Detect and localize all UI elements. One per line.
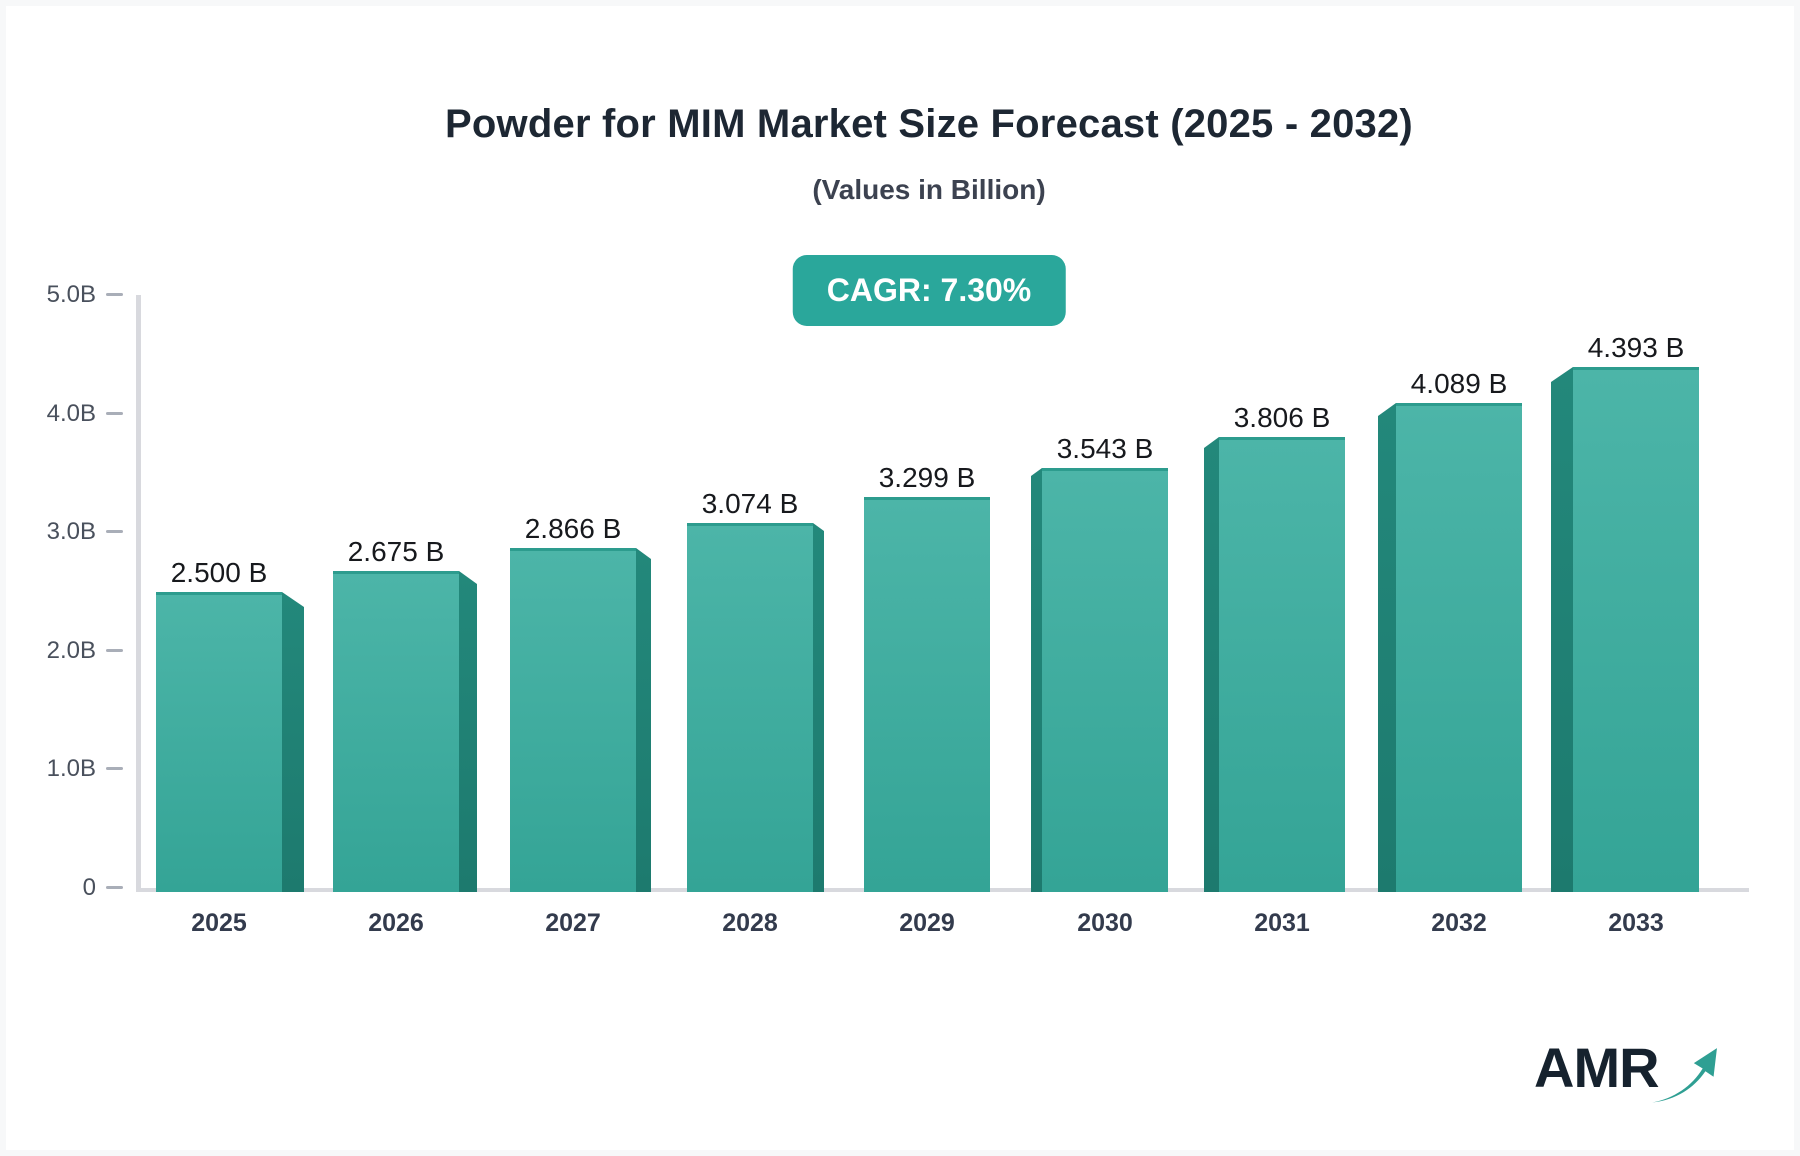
x-axis-category-label: 2033 <box>1608 909 1664 937</box>
y-axis-tick-label: 0 <box>82 874 96 901</box>
bar-3d-side-face <box>636 548 651 892</box>
bar-3d-side-face <box>282 592 304 892</box>
bar <box>1573 367 1699 892</box>
y-axis-tick-mark <box>106 411 123 415</box>
y-axis-tick-label: 2.0B <box>46 636 96 664</box>
bar-value-label: 4.089 B <box>1410 368 1508 399</box>
y-axis-tick-mark <box>106 530 123 534</box>
x-axis-category-label: 2029 <box>899 909 955 937</box>
y-axis-tick-mark <box>106 293 123 296</box>
bar <box>1219 437 1345 892</box>
x-axis-category-label: 2026 <box>368 909 424 937</box>
bar <box>1042 468 1168 892</box>
bar <box>333 571 459 892</box>
bar-value-label: 3.543 B <box>1056 433 1154 464</box>
amr-logo-growth-arrow-icon <box>1651 1048 1717 1103</box>
y-axis-tick-label: 4.0B <box>46 399 96 427</box>
cagr-badge: CAGR: 7.30% <box>792 255 1066 326</box>
bar <box>510 548 636 892</box>
y-axis-line <box>136 295 141 892</box>
chart-title: Powder for MIM Market Size Forecast (202… <box>445 102 1413 146</box>
chart-subtitle: (Values in Billion) <box>812 174 1046 205</box>
y-axis-tick-mark <box>106 886 123 889</box>
bar-value-label: 3.299 B <box>878 462 976 493</box>
bar <box>1396 403 1522 892</box>
bar-value-label: 2.866 B <box>524 513 622 544</box>
x-axis-category-label: 2031 <box>1254 909 1310 937</box>
x-axis-category-label: 2025 <box>191 909 247 937</box>
bar <box>864 497 990 892</box>
x-axis-category-label: 2032 <box>1431 909 1487 937</box>
bar-value-label: 4.393 B <box>1587 332 1685 363</box>
bar-value-label: 2.675 B <box>347 536 445 567</box>
bar-value-label: 3.074 B <box>701 488 799 519</box>
amr-logo: AMR <box>1534 1038 1719 1104</box>
y-axis-tick-mark <box>106 648 123 652</box>
bar-value-label: 3.806 B <box>1233 402 1331 433</box>
bar-value-label: 2.500 B <box>170 557 268 588</box>
x-axis-category-label: 2027 <box>545 909 601 937</box>
bar <box>156 592 282 892</box>
bar-3d-side-face <box>813 523 824 892</box>
amr-logo-text: AMR <box>1534 1036 1660 1099</box>
bar-3d-side-face <box>459 571 477 892</box>
cagr-badge-label: CAGR: 7.30% <box>826 272 1032 308</box>
y-axis-tick-label: 5.0B <box>46 281 96 308</box>
x-axis-category-label: 2028 <box>722 909 778 937</box>
bar <box>687 523 813 892</box>
bar-3d-side-face <box>1378 403 1396 892</box>
y-axis-tick-label: 3.0B <box>46 518 96 546</box>
x-axis-category-label: 2030 <box>1077 909 1133 937</box>
bar-3d-side-face <box>1204 437 1219 892</box>
y-axis-tick-label: 1.0B <box>46 755 96 783</box>
chart-card: Powder for MIM Market Size Forecast (202… <box>6 6 1794 1150</box>
y-axis-tick-mark <box>106 767 123 771</box>
bar-3d-side-face <box>1031 468 1042 892</box>
bar-3d-side-face <box>1551 367 1573 892</box>
